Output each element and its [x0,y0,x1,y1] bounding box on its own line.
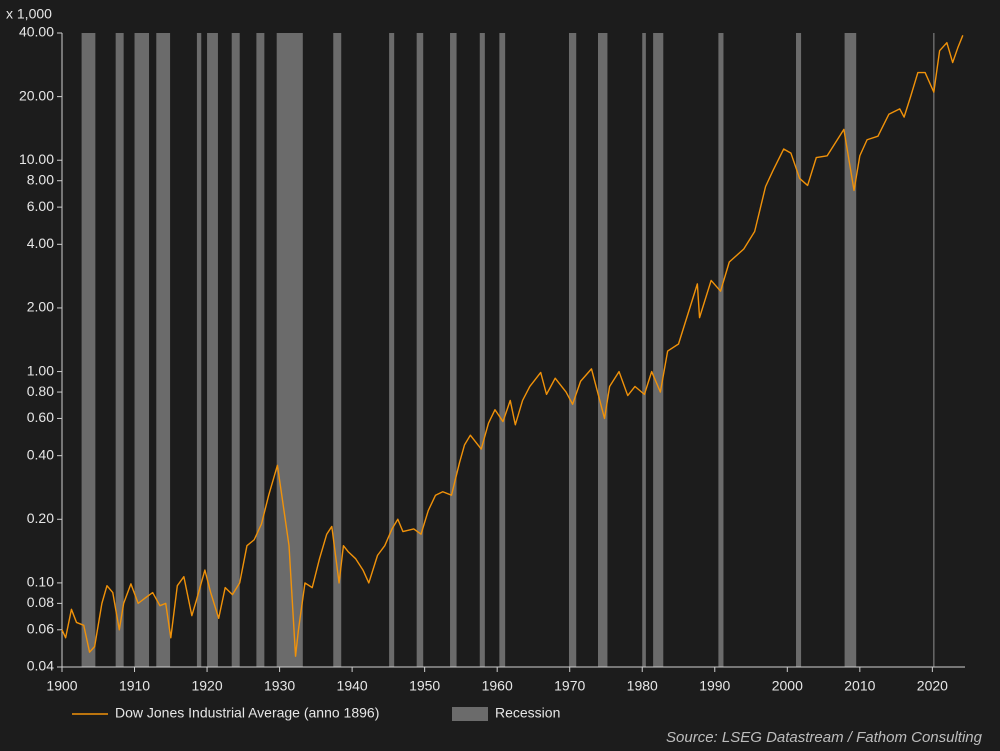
recession-band [642,33,646,667]
x-tick-label: 1950 [409,678,440,694]
recession-band [81,33,96,667]
x-tick-label: 1960 [482,678,513,694]
recession-band [653,33,664,667]
y-tick-label: 0.40 [27,446,54,462]
y-tick-label: 20.00 [19,87,54,103]
recession-band [231,33,240,667]
y-unit-label: x 1,000 [6,6,52,22]
x-tick-label: 1970 [554,678,585,694]
recession-band [933,33,935,667]
y-tick-label: 0.80 [27,383,54,399]
y-tick-label: 1.00 [27,362,54,378]
y-tick-label: 2.00 [27,299,54,315]
y-tick-label: 8.00 [27,171,54,187]
x-tick-label: 1940 [337,678,368,694]
recession-band [156,33,171,667]
y-tick-label: 6.00 [27,198,54,214]
recession-band [115,33,124,667]
y-tick-label: 0.06 [27,620,54,636]
y-tick-label: 0.10 [27,574,54,590]
legend-label: Dow Jones Industrial Average (anno 1896) [115,705,379,721]
line-series [61,35,964,657]
recession-band [597,33,608,667]
y-tick-label: 4.00 [27,235,54,251]
x-tick-label: 2000 [772,678,803,694]
recession-band [796,33,802,667]
recession-band [499,33,506,667]
recession-band [196,33,202,667]
recession-band [134,33,150,667]
x-tick-label: 1930 [264,678,295,694]
recession-band [844,33,857,667]
y-tick-label: 0.60 [27,409,54,425]
y-tick-label: 0.04 [27,658,54,674]
x-tick-label: 2020 [917,678,948,694]
recession-band [276,33,303,667]
x-tick-label: 1910 [119,678,150,694]
y-tick-label: 0.20 [27,510,54,526]
x-tick-label: 1920 [191,678,222,694]
recession-band [389,33,395,667]
recession-band [568,33,577,667]
x-tick-label: 1980 [627,678,658,694]
source: Source: LSEG Datastream / Fathom Consult… [666,729,983,746]
recession-band [256,33,265,667]
legend-label: Recession [495,705,560,721]
recession-band [718,33,724,667]
x-tick-label: 2010 [844,678,875,694]
legend-recession-swatch [452,707,488,721]
y-tick-label: 10.00 [19,151,54,167]
y-tick-label: 0.08 [27,594,54,610]
y-tick-label: 40.00 [19,24,54,40]
x-tick-label: 1900 [46,678,77,694]
recession-band [479,33,485,667]
recession-band [207,33,218,667]
recession-band [416,33,424,667]
recession-band [450,33,457,667]
recession-band [333,33,342,667]
x-tick-label: 1990 [699,678,730,694]
